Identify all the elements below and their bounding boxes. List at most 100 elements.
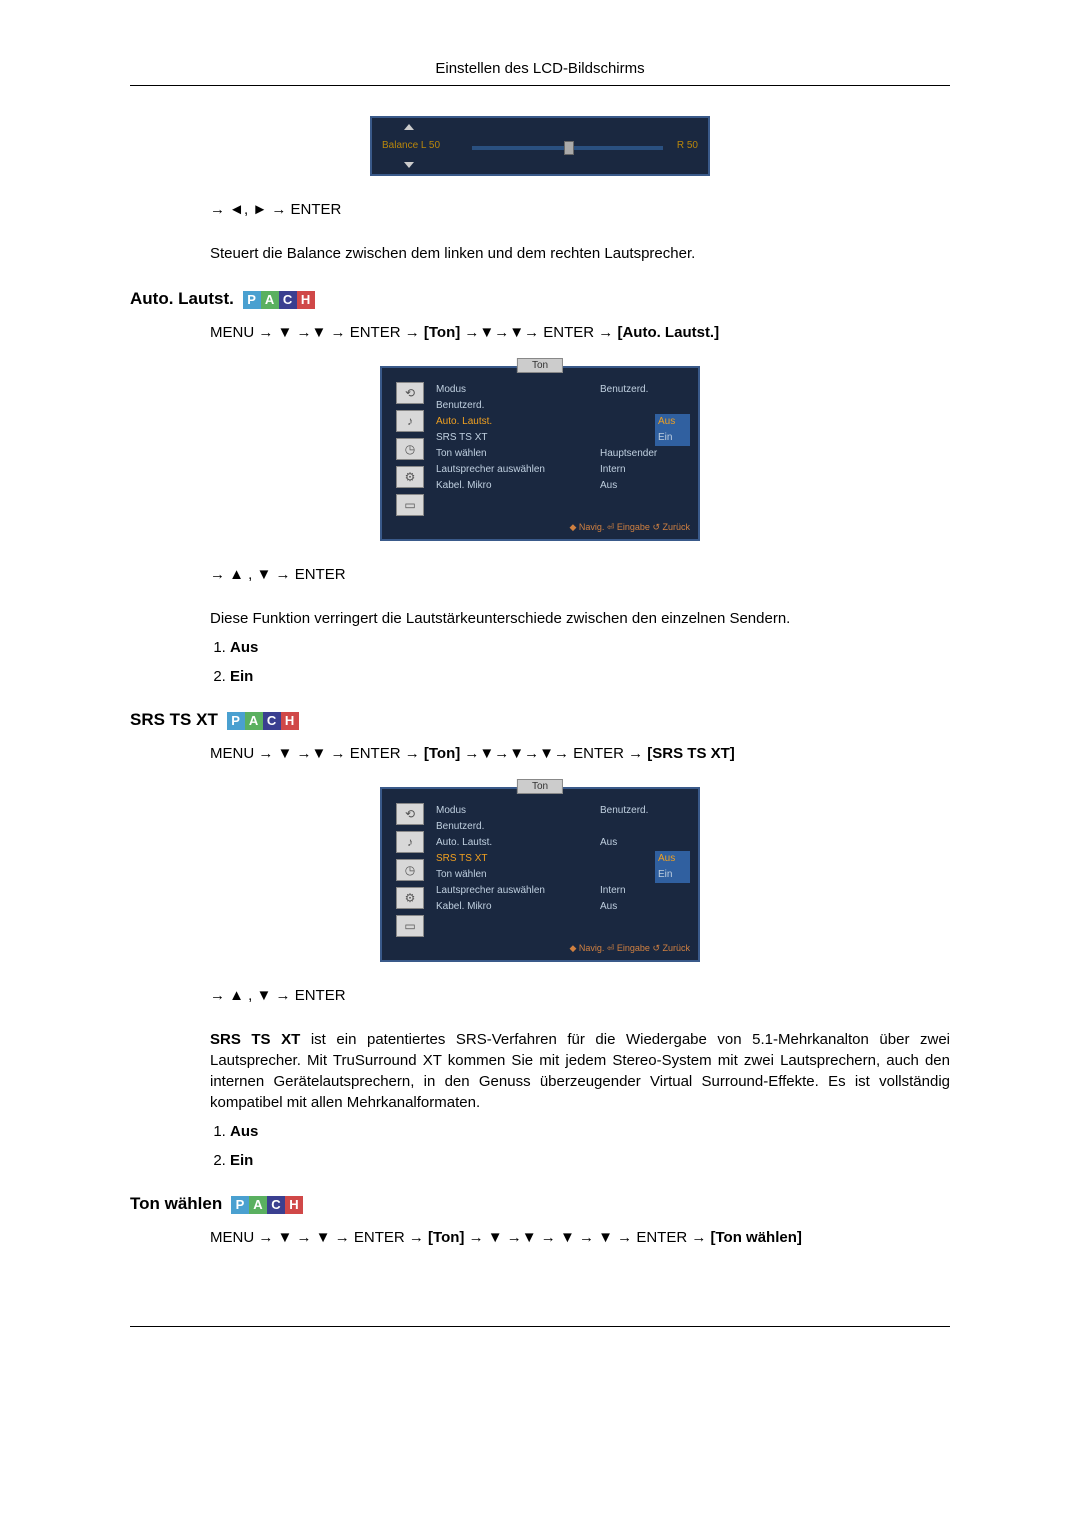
menu-row-value: Aus xyxy=(600,478,690,494)
option-label: Aus xyxy=(230,1123,258,1140)
path-bracket: [Ton] xyxy=(424,745,460,762)
pach-tag: P A C H xyxy=(227,712,299,730)
triangle-down-icon xyxy=(404,162,414,168)
srs-path: MENU → ▼ →▼ → ENTER → [Ton] →▼→▼→▼→ ENTE… xyxy=(210,745,950,762)
menu-row-key: Benutzerd. xyxy=(436,819,600,835)
balance-figure: Balance L 50 R 50 xyxy=(370,116,710,176)
menu-rows: ModusBenutzerd.Benutzerd.Auto. Lautst.Au… xyxy=(430,382,690,516)
path-text: →▼→▼→ ENTER → xyxy=(460,324,617,341)
srs-nav-line: → ▲ , ▼ → ENTER xyxy=(210,987,950,1004)
section-title-ton-waehlen: Ton wählen P A C H xyxy=(130,1194,950,1214)
menu-row: Benutzerd. xyxy=(436,819,690,835)
srs-title-text: SRS TS XT xyxy=(130,710,218,729)
balance-left-label: Balance L 50 xyxy=(382,140,440,151)
ton-waehlen-title-text: Ton wählen xyxy=(130,1194,222,1213)
pach-h-icon: H xyxy=(281,712,299,730)
menu-row-value: Ein xyxy=(655,430,690,446)
menu-icon: ⚙ xyxy=(396,466,424,488)
menu-row: Ton wählenEin xyxy=(436,867,690,883)
balance-right-label: R 50 xyxy=(677,140,698,151)
balance-desc: Steuert die Balance zwischen dem linken … xyxy=(210,243,950,264)
menu-row: Benutzerd. xyxy=(436,398,690,414)
menu-row: ModusBenutzerd. xyxy=(436,803,690,819)
menu-rows: ModusBenutzerd.Benutzerd.Auto. Lautst.Au… xyxy=(430,803,690,937)
menu-row-key: Modus xyxy=(436,382,600,398)
path-bracket: [Ton] xyxy=(428,1229,464,1246)
menu-row-value: Benutzerd. xyxy=(600,382,690,398)
srs-desc-body: ist ein patentiertes SRS-Verfahren für d… xyxy=(210,1031,950,1111)
menu-row: SRS TS XTAus xyxy=(436,851,690,867)
menu-row-value: Hauptsender xyxy=(600,446,690,462)
menu-row: Auto. Lautst.Aus xyxy=(436,835,690,851)
menu-row-key: Lautsprecher auswählen xyxy=(436,883,600,899)
balance-track xyxy=(472,146,663,150)
menu-row-value: Aus xyxy=(655,851,690,867)
option-label: Ein xyxy=(230,668,253,685)
pach-tag: P A C H xyxy=(231,1196,303,1214)
page-header: Einstellen des LCD-Bildschirms xyxy=(130,60,950,86)
path-text: MENU → ▼ →▼ → ENTER → xyxy=(210,745,424,762)
menu-row-value: Aus xyxy=(600,835,690,851)
menu-row-key: Benutzerd. xyxy=(436,398,600,414)
menu-row: Kabel. MikroAus xyxy=(436,478,690,494)
pach-h-icon: H xyxy=(285,1196,303,1214)
pach-a-icon: A xyxy=(261,291,279,309)
menu-row-value: Intern xyxy=(600,883,690,899)
pach-h-icon: H xyxy=(297,291,315,309)
menu-screenshot-auto-lautst: Ton ⟲ ♪ ◷ ⚙ ▭ ModusBenutzerd.Benutzerd.A… xyxy=(380,366,700,541)
pach-p-icon: P xyxy=(227,712,245,730)
auto-lautst-nav-line: → ▲ , ▼ → ENTER xyxy=(210,566,950,583)
list-item: Aus xyxy=(230,639,950,656)
pach-c-icon: C xyxy=(279,291,297,309)
menu-row-key: SRS TS XT xyxy=(436,851,655,867)
menu-icon: ▭ xyxy=(396,494,424,516)
menu-icon: ⟲ xyxy=(396,382,424,404)
menu-icon: ◷ xyxy=(396,438,424,460)
menu-row-value: Ein xyxy=(655,867,690,883)
menu-icon: ▭ xyxy=(396,915,424,937)
menu-row-key: Modus xyxy=(436,803,600,819)
list-item: Ein xyxy=(230,668,950,685)
menu-row-value xyxy=(600,819,690,835)
menu-row-key: Kabel. Mikro xyxy=(436,478,600,494)
menu-sidebar-icons: ⟲ ♪ ◷ ⚙ ▭ xyxy=(390,803,430,937)
menu-row-key: SRS TS XT xyxy=(436,430,655,446)
section-title-srs: SRS TS XT P A C H xyxy=(130,710,950,730)
ton-waehlen-path: MENU → ▼ → ▼ → ENTER → [Ton] → ▼ →▼ → ▼ … xyxy=(210,1229,950,1246)
menu-screenshot-srs: Ton ⟲ ♪ ◷ ⚙ ▭ ModusBenutzerd.Benutzerd.A… xyxy=(380,787,700,962)
path-bracket: [Ton] xyxy=(424,324,460,341)
menu-row-value: Benutzerd. xyxy=(600,803,690,819)
auto-lautst-title-text: Auto. Lautst. xyxy=(130,289,234,308)
menu-icon: ◷ xyxy=(396,859,424,881)
menu-row-value: Aus xyxy=(600,899,690,915)
list-item: Ein xyxy=(230,1152,950,1169)
balance-knob xyxy=(564,141,574,155)
menu-row: Ton wählenHauptsender xyxy=(436,446,690,462)
menu-tab: Ton xyxy=(517,779,563,794)
menu-row-value: Aus xyxy=(655,414,690,430)
path-bracket: [Auto. Lautst.] xyxy=(617,324,719,341)
pach-c-icon: C xyxy=(267,1196,285,1214)
menu-icon: ⚙ xyxy=(396,887,424,909)
pach-p-icon: P xyxy=(243,291,261,309)
menu-row-key: Ton wählen xyxy=(436,867,655,883)
menu-icon: ♪ xyxy=(396,831,424,853)
menu-row: Lautsprecher auswählenIntern xyxy=(436,883,690,899)
srs-options: Aus Ein xyxy=(230,1123,950,1169)
auto-lautst-path: MENU → ▼ →▼ → ENTER → [Ton] →▼→▼→ ENTER … xyxy=(210,324,950,341)
menu-row: SRS TS XTEin xyxy=(436,430,690,446)
pach-c-icon: C xyxy=(263,712,281,730)
menu-sidebar-icons: ⟲ ♪ ◷ ⚙ ▭ xyxy=(390,382,430,516)
path-text: → ▼ →▼ → ▼ → ▼ → ENTER → xyxy=(464,1229,710,1246)
menu-row-value xyxy=(600,398,690,414)
menu-row-key: Kabel. Mikro xyxy=(436,899,600,915)
menu-tab: Ton xyxy=(517,358,563,373)
menu-row: Lautsprecher auswählenIntern xyxy=(436,462,690,478)
footer-rule xyxy=(130,1326,950,1327)
menu-row-key: Auto. Lautst. xyxy=(436,835,600,851)
menu-icon: ♪ xyxy=(396,410,424,432)
menu-footer: ◆ Navig. ⏎ Eingabe ↺ Zurück xyxy=(382,941,698,956)
menu-row-key: Auto. Lautst. xyxy=(436,414,655,430)
path-text: MENU → ▼ → ▼ → ENTER → xyxy=(210,1229,428,1246)
auto-lautst-desc: Diese Funktion verringert die Lautstärke… xyxy=(210,608,950,629)
